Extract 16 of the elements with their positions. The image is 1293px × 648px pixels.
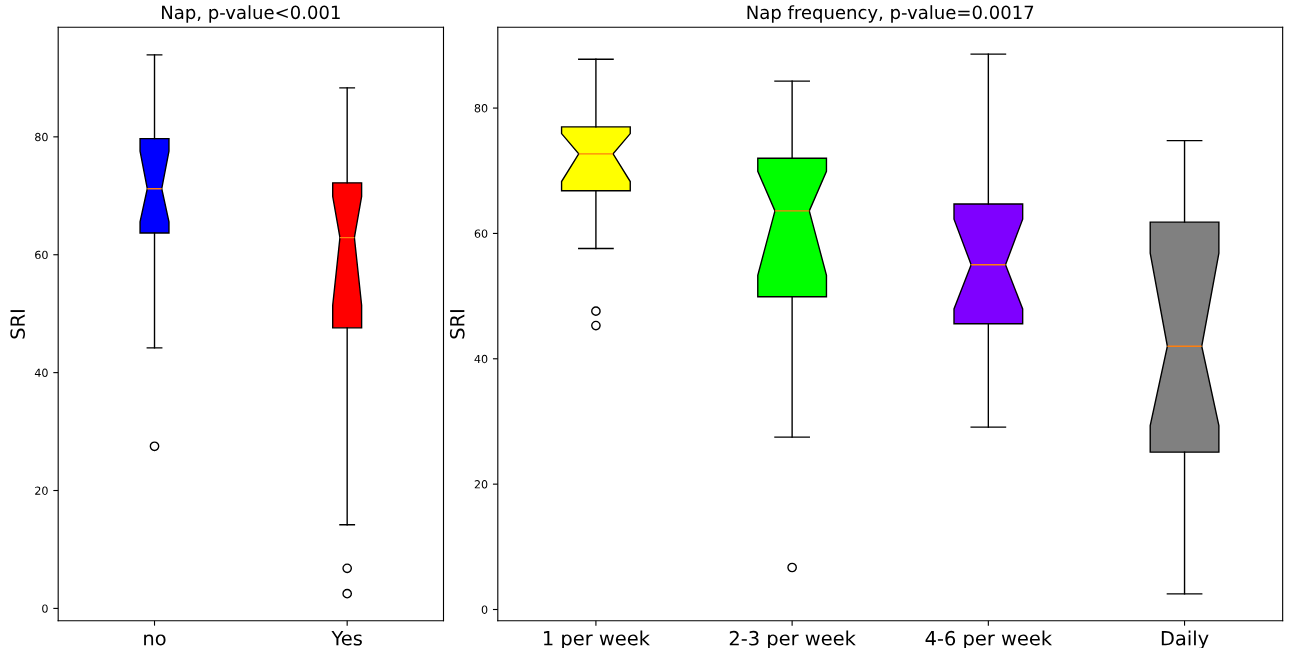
y-tick-label: 60	[474, 229, 488, 238]
x-tick-label: no	[144, 634, 166, 646]
y-tick-label: 80	[35, 132, 48, 142]
y-axis-title: SRI	[10, 310, 25, 339]
chart-title: Nap frequency, p-value=0.0017	[747, 5, 1034, 23]
y-axis-title: SRI	[449, 310, 465, 339]
y-tick-label: 0	[481, 605, 488, 614]
y-tick-label: 20	[35, 486, 48, 495]
y-tick-label: 0	[42, 604, 48, 613]
y-tick-label: 60	[35, 250, 48, 260]
y-tick-label: 80	[474, 104, 488, 113]
x-tick-label: Yes	[331, 631, 362, 646]
y-tick-label: 20	[474, 480, 488, 489]
y-tick-label: 40	[474, 354, 488, 364]
chart-title: Nap, p-value<0.001	[162, 5, 340, 23]
y-tick-label: 40	[34, 368, 48, 378]
